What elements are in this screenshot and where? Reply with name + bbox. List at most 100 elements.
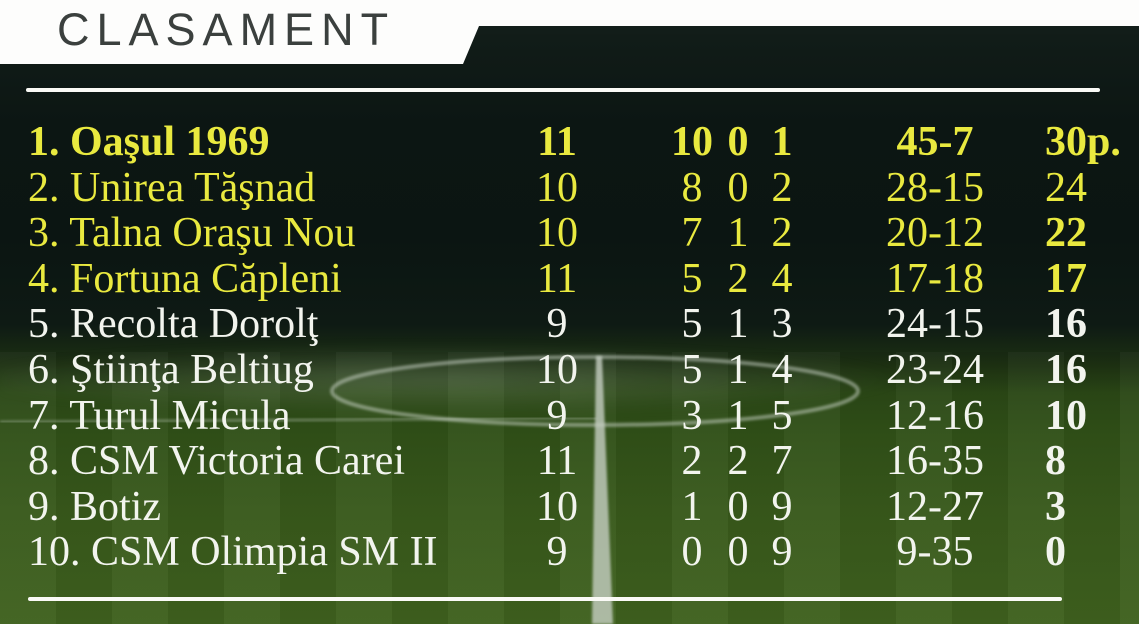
played-cell: 10 bbox=[536, 483, 578, 530]
table-row: 1. Oaşul 1969 11 10 0 1 45-7 30p. bbox=[0, 119, 1139, 166]
team-name: Talna Oraşu Nou bbox=[69, 210, 356, 257]
bottom-divider bbox=[28, 597, 1062, 601]
rank-label: 4. bbox=[28, 255, 60, 302]
lost-cell: 4 bbox=[771, 255, 793, 302]
rank-label: 5. bbox=[28, 301, 60, 348]
team-cell: 3. Talna Oraşu Nou bbox=[28, 210, 504, 257]
team-name: Ştiinţa Beltiug bbox=[70, 346, 314, 393]
team-name: Botiz bbox=[70, 483, 161, 530]
played-cell: 9 bbox=[546, 529, 568, 576]
goals-cell: 23-24 bbox=[886, 346, 984, 393]
team-cell: 6. Ştiinţa Beltiug bbox=[28, 346, 504, 394]
lost-cell: 5 bbox=[771, 392, 793, 439]
table-row: 9. Botiz 10 1 0 9 12-27 3 bbox=[0, 483, 1139, 531]
points-cell: 17 bbox=[1045, 255, 1087, 302]
lost-cell: 9 bbox=[771, 529, 793, 576]
goals-cell: 12-27 bbox=[886, 483, 984, 530]
goals-cell: 20-12 bbox=[886, 210, 984, 257]
team-name: CSM Olimpia SM II bbox=[91, 529, 438, 576]
table-row: 6. Ştiinţa Beltiug 10 5 1 4 23-24 16 bbox=[0, 346, 1139, 394]
team-cell: 10. CSM Olimpia SM II bbox=[28, 530, 504, 576]
points-cell: 10 bbox=[1045, 392, 1087, 439]
won-cell: 1 bbox=[681, 483, 703, 530]
team-cell: 9. Botiz bbox=[28, 483, 504, 531]
rank-label: 3. bbox=[28, 210, 60, 257]
table-row: 4. Fortuna Căpleni 11 5 2 4 17-18 17 bbox=[0, 255, 1139, 303]
drawn-cell: 2 bbox=[727, 255, 749, 302]
goals-cell: 17-18 bbox=[886, 255, 984, 302]
team-cell: 7. Turul Micula bbox=[28, 392, 504, 440]
rank-label: 1. bbox=[28, 119, 60, 165]
team-cell: 8. CSM Victoria Carei bbox=[28, 438, 504, 485]
top-divider bbox=[26, 88, 1100, 92]
points-cell: 24 bbox=[1045, 164, 1087, 211]
rank-label: 2. bbox=[28, 164, 60, 211]
team-name: Turul Micula bbox=[69, 392, 291, 439]
team-cell: 5. Recolta Dorolţ bbox=[28, 302, 504, 348]
goals-cell: 24-15 bbox=[886, 301, 984, 348]
drawn-cell: 1 bbox=[727, 346, 749, 393]
team-cell: 1. Oaşul 1969 bbox=[28, 119, 504, 166]
table-row: 5. Recolta Dorolţ 9 5 1 3 24-15 16 bbox=[0, 302, 1139, 348]
drawn-cell: 0 bbox=[727, 529, 749, 576]
lost-cell: 9 bbox=[771, 483, 793, 530]
horizon-haze bbox=[0, 330, 1139, 420]
team-name: Fortuna Căpleni bbox=[70, 255, 342, 302]
won-cell: 7 bbox=[681, 210, 703, 257]
grass-stripes bbox=[0, 352, 1139, 624]
rank-label: 10. bbox=[28, 529, 81, 576]
won-cell: 0 bbox=[681, 529, 703, 576]
team-cell: 4. Fortuna Căpleni bbox=[28, 255, 504, 303]
drawn-cell: 0 bbox=[727, 164, 749, 211]
lost-cell: 1 bbox=[771, 119, 793, 165]
page-title: CLASAMENT bbox=[57, 4, 396, 55]
won-cell: 3 bbox=[681, 392, 703, 439]
played-cell: 10 bbox=[536, 210, 578, 257]
drawn-cell: 0 bbox=[727, 483, 749, 530]
played-cell: 11 bbox=[536, 438, 578, 485]
points-cell: 16 bbox=[1045, 346, 1087, 393]
table-row: 10. CSM Olimpia SM II 9 0 0 9 9-35 0 bbox=[0, 530, 1139, 576]
team-name: Recolta Dorolţ bbox=[70, 301, 319, 348]
lost-cell: 2 bbox=[771, 210, 793, 257]
table-row: 3. Talna Oraşu Nou 10 7 1 2 20-12 22 bbox=[0, 210, 1139, 257]
lost-cell: 7 bbox=[771, 438, 793, 485]
won-cell: 2 bbox=[681, 438, 703, 485]
team-name: CSM Victoria Carei bbox=[70, 438, 405, 485]
table-row: 7. Turul Micula 9 3 1 5 12-16 10 bbox=[0, 392, 1139, 440]
drawn-cell: 0 bbox=[727, 119, 749, 165]
points-cell: 3 bbox=[1045, 483, 1066, 530]
table-row: 2. Unirea Tăşnad 10 8 0 2 28-15 24 bbox=[0, 164, 1139, 212]
halfway-line bbox=[0, 416, 598, 424]
played-cell: 10 bbox=[536, 346, 578, 393]
rank-label: 8. bbox=[28, 438, 60, 485]
played-cell: 10 bbox=[536, 164, 578, 211]
points-cell: 22 bbox=[1045, 210, 1087, 257]
won-cell: 5 bbox=[681, 301, 703, 348]
standings-table: 1. Oaşul 1969 11 10 0 1 45-7 30p. 2. Uni… bbox=[0, 119, 1139, 576]
team-cell: 2. Unirea Tăşnad bbox=[28, 164, 504, 212]
team-name: Unirea Tăşnad bbox=[70, 164, 316, 211]
goals-cell: 12-16 bbox=[886, 392, 984, 439]
won-cell: 5 bbox=[681, 255, 703, 302]
played-cell: 11 bbox=[536, 255, 578, 302]
points-cell: 8 bbox=[1045, 438, 1066, 485]
rank-label: 6. bbox=[28, 346, 60, 393]
drawn-cell: 2 bbox=[727, 438, 749, 485]
lost-cell: 4 bbox=[771, 346, 793, 393]
rank-label: 9. bbox=[28, 483, 60, 530]
drawn-cell: 1 bbox=[727, 301, 749, 348]
goals-cell: 28-15 bbox=[886, 164, 984, 211]
rank-label: 7. bbox=[28, 392, 60, 439]
played-cell: 9 bbox=[546, 392, 568, 439]
table-row: 8. CSM Victoria Carei 11 2 2 7 16-35 8 bbox=[0, 438, 1139, 485]
played-cell: 11 bbox=[537, 119, 577, 165]
won-cell: 8 bbox=[681, 164, 703, 211]
lost-cell: 3 bbox=[771, 301, 793, 348]
won-cell: 5 bbox=[681, 346, 703, 393]
won-cell: 10 bbox=[671, 119, 713, 165]
drawn-cell: 1 bbox=[727, 392, 749, 439]
drawn-cell: 1 bbox=[727, 210, 749, 257]
team-name: Oaşul 1969 bbox=[70, 119, 270, 165]
